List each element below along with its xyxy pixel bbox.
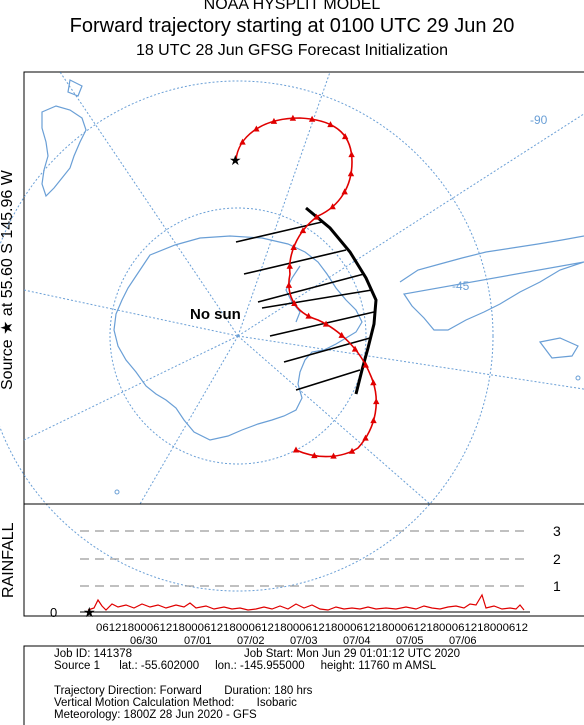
trajectory-marker — [311, 452, 318, 459]
trajectory-marker — [370, 417, 377, 424]
trajectory-marker — [270, 117, 278, 124]
rainfall-hour-ticks: 0612180006121800061218000612180006121800… — [96, 622, 528, 634]
trajectory-marker — [327, 121, 334, 128]
rainfall-frame — [23, 503, 584, 617]
trajectory-marker — [370, 379, 377, 386]
island-dot — [575, 375, 581, 381]
meridian-line — [237, 71, 331, 337]
rain-tick-3: 3 — [553, 523, 561, 539]
trajectory-marker — [292, 446, 300, 453]
info-frame — [23, 645, 584, 725]
rain-tick-1: 1 — [553, 578, 561, 594]
date-label: 07/04 — [343, 635, 371, 647]
meridian-line — [237, 113, 584, 337]
date-label: 07/03 — [290, 635, 318, 647]
map-area: -90 -45 No sun ★ — [0, 71, 584, 592]
date-label: 07/05 — [396, 635, 424, 647]
trajectory-markers — [239, 114, 380, 459]
meridian-line — [23, 335, 239, 441]
trajectory-marker — [289, 114, 297, 121]
trajectory-marker — [348, 151, 355, 158]
graticule-label-45: -45 — [452, 279, 470, 293]
meridian-line — [237, 335, 431, 505]
date-label: 07/06 — [449, 635, 477, 647]
rainfall-date-labels: 06/30 07/01 07/02 07/03 07/04 07/05 07/0… — [130, 635, 477, 647]
graticule-label-90: -90 — [530, 113, 548, 127]
trajectory-path — [235, 117, 377, 458]
trajectory-title: Forward trajectory starting at 0100 UTC … — [69, 15, 515, 37]
island-top-left — [67, 79, 83, 97]
trajectory-marker — [329, 203, 336, 210]
landmass-top-left — [41, 105, 87, 198]
date-label: 07/01 — [184, 635, 212, 647]
south-america-tip — [399, 235, 584, 331]
meteorology: Meteorology: 1800Z 28 Jun 2020 - GFS — [54, 709, 257, 721]
meridian-line — [23, 289, 239, 337]
trajectory-marker — [362, 361, 369, 368]
trajectory-marker — [305, 312, 312, 319]
island-right — [538, 337, 579, 359]
rain-tick-2: 2 — [553, 551, 561, 567]
antarctic-peninsula — [285, 265, 301, 323]
trajectory-marker — [347, 170, 355, 177]
model-title: NOAA HYSPLIT MODEL — [203, 0, 381, 13]
job-start: Job Start: Mon Jun 29 01:01:12 UTC 2020 — [244, 648, 461, 660]
source-star: ★ — [229, 152, 242, 168]
latitude-circle-inner — [109, 207, 367, 465]
trajectory-marker — [348, 447, 356, 454]
trajectory-marker — [291, 300, 298, 307]
trajectory-marker — [351, 345, 359, 352]
trajectory-marker — [330, 452, 337, 459]
trajectory-marker — [313, 213, 320, 220]
trajectory-marker — [239, 138, 246, 145]
meridian-line — [237, 335, 584, 390]
trajectory-direction: Trajectory Direction: Forward Duration: … — [54, 685, 313, 697]
trajectory-marker — [290, 243, 297, 250]
trajectory-marker — [253, 125, 260, 132]
trajectory-marker — [299, 227, 307, 234]
trajectory-marker — [341, 133, 349, 140]
forecast-subtitle: 18 UTC 28 Jun GFSG Forecast Initializati… — [135, 42, 449, 59]
island-dot — [114, 489, 120, 495]
source-details: Source 1 lat.: -55.602000 lon.: -145.955… — [54, 660, 437, 672]
rain-tick-0: 0 — [50, 605, 57, 620]
latitude-circle-outer — [0, 80, 494, 592]
vertical-motion: Vertical Motion Calculation Method: Isob… — [54, 697, 297, 709]
date-label: 06/30 — [130, 635, 158, 647]
trajectory-marker — [341, 188, 348, 195]
rainfall-series — [87, 593, 525, 611]
job-id: Job ID: 141378 — [54, 648, 133, 660]
meridian-line — [139, 335, 239, 505]
rainfall-gridlines — [80, 530, 530, 587]
antarctica-coastline — [113, 235, 363, 441]
no-sun-annotation: No sun — [190, 306, 241, 323]
no-sun-hatching — [235, 221, 375, 391]
trajectory-marker — [373, 398, 380, 405]
trajectory-marker — [362, 434, 369, 441]
trajectory-marker — [338, 331, 345, 338]
meridian-line — [59, 71, 239, 337]
map-frame — [23, 71, 584, 505]
trajectory-marker — [286, 262, 293, 269]
date-label: 07/02 — [237, 635, 265, 647]
trajectory-marker — [285, 281, 293, 288]
trajectory-marker — [322, 320, 330, 327]
rain-source-star: ★ — [83, 604, 96, 620]
trajectory-marker — [308, 115, 316, 122]
